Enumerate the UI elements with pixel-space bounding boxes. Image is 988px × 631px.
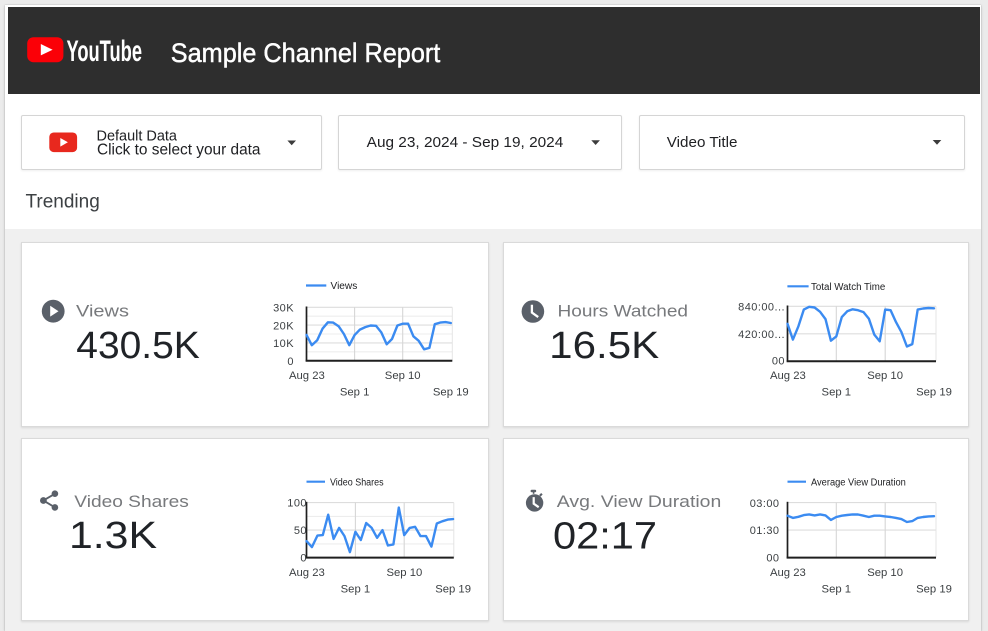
svg-text:Aug 23: Aug 23 [770,567,806,579]
svg-text:Views: Views [331,281,358,292]
svg-text:Sep 10: Sep 10 [385,370,421,382]
svg-text:16.5K: 16.5K [549,325,659,367]
svg-text:Sep 19: Sep 19 [916,583,952,595]
svg-text:01:30: 01:30 [750,525,780,537]
svg-text:Sep 10: Sep 10 [386,567,422,579]
svg-text:Click to select your data: Click to select your data [97,141,261,158]
svg-text:Sep 1: Sep 1 [822,583,852,595]
svg-text:Sep 19: Sep 19 [433,387,469,399]
svg-text:Sep 19: Sep 19 [916,387,952,399]
svg-text:Aug 23: Aug 23 [289,370,325,382]
svg-text:430.5K: 430.5K [76,325,200,367]
svg-text:Avg. View Duration: Avg. View Duration [557,492,722,511]
svg-text:Sep 19: Sep 19 [435,583,471,595]
svg-text:Video Shares: Video Shares [330,477,384,488]
svg-text:Video Shares: Video Shares [74,492,189,511]
svg-text:10K: 10K [273,338,294,350]
svg-text:Sep 1: Sep 1 [340,387,370,399]
svg-text:Aug 23, 2024 - Sep 19, 2024: Aug 23, 2024 - Sep 19, 2024 [367,135,564,151]
svg-text:Hours Watched: Hours Watched [558,301,689,320]
svg-text:00: 00 [772,356,785,368]
svg-text:Sep 1: Sep 1 [822,387,852,399]
svg-text:YouTube: YouTube [67,35,143,68]
svg-text:420:00...: 420:00... [738,329,785,341]
svg-text:00: 00 [766,552,779,564]
svg-text:Average View Duration: Average View Duration [811,477,906,488]
svg-text:100: 100 [287,498,307,510]
svg-text:Sample Channel Report: Sample Channel Report [171,38,441,68]
svg-text:0: 0 [287,356,294,368]
svg-text:Sep 1: Sep 1 [341,583,371,595]
svg-text:0: 0 [300,553,307,565]
svg-text:Aug 23: Aug 23 [770,370,806,382]
svg-text:Video Title: Video Title [667,135,738,151]
svg-text:30K: 30K [273,303,294,315]
svg-text:02:17: 02:17 [553,515,657,557]
svg-text:03:00: 03:00 [750,498,780,510]
svg-text:Sep 10: Sep 10 [867,567,903,579]
svg-text:Total Watch Time: Total Watch Time [811,282,886,293]
svg-text:Aug 23: Aug 23 [289,567,325,579]
svg-text:20K: 20K [273,320,294,332]
svg-text:Trending: Trending [26,191,100,212]
svg-text:1.3K: 1.3K [69,515,157,557]
svg-text:Sep 10: Sep 10 [867,370,903,382]
svg-text:Default Data: Default Data [97,129,178,145]
svg-text:840:00...: 840:00... [738,302,785,314]
svg-text:50: 50 [294,525,307,537]
svg-text:Views: Views [76,301,129,320]
